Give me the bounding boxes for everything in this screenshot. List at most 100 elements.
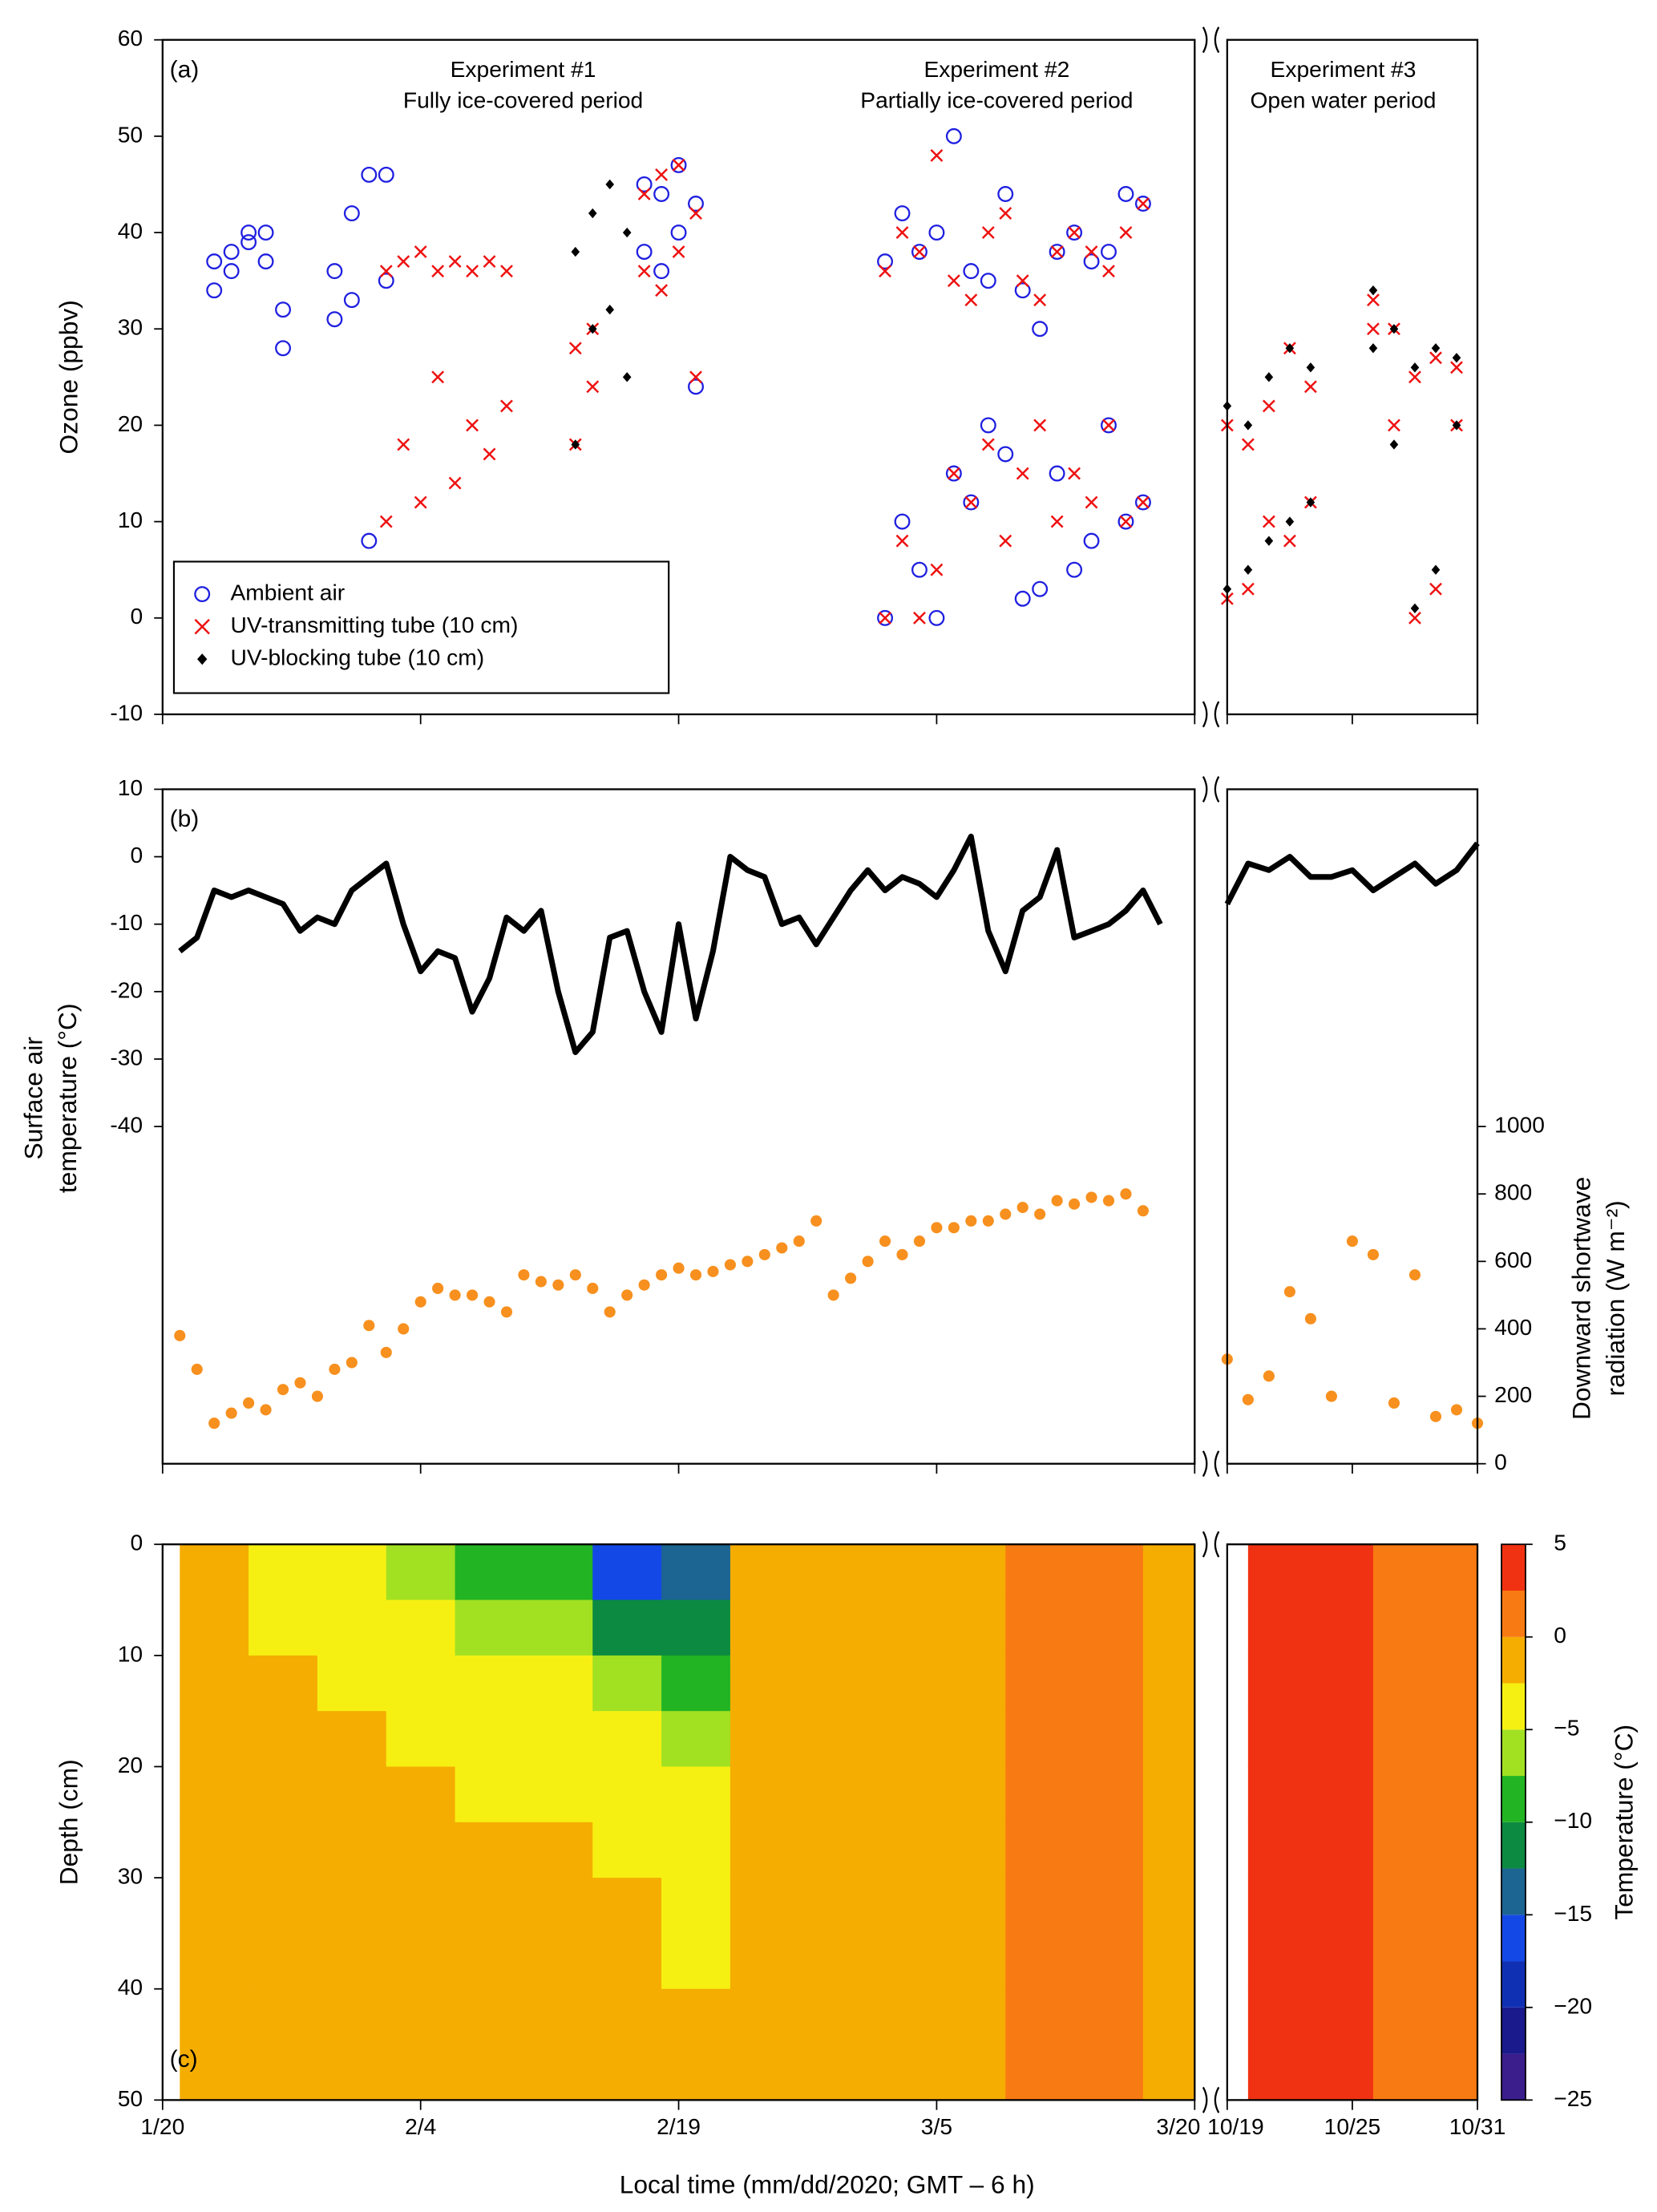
ozone-point [1066,561,1083,578]
heat-cell [1074,1544,1144,1601]
ozone-point [637,188,651,200]
heat-cell [1414,1878,1457,1990]
heat-cell [455,1766,525,1823]
radiation-point [776,1242,788,1254]
heat-cell [798,1711,869,1768]
heat-cell [1457,1988,1478,2101]
y-axis-label: Ozone (ppbv) [55,300,83,454]
heat-cell [523,1988,594,2101]
ozone-point [999,207,1012,220]
radiation-point [758,1248,770,1260]
ozone-point [879,265,891,278]
colorbar-tick-label: −5 [1554,1715,1579,1741]
ozone-point [1452,353,1461,363]
colorbar-bin [1501,1590,1526,1637]
ozone-point [326,263,343,280]
radiation-point [656,1269,668,1281]
experiment-label: Experiment #2 [923,56,1069,82]
heat-cell [1372,1711,1416,1768]
y-tick-label: -10 [110,699,143,725]
heat-cell [1457,1711,1478,1768]
heat-cell [317,1544,387,1601]
ozone-point [911,561,928,578]
heat-cell [592,1655,662,1713]
radiation-point [1242,1393,1254,1405]
x-axis-label: Local time (mm/dd/2020; GMT – 6 h) [620,2170,1035,2198]
ozone-point [997,446,1014,463]
colorbar-tick-label: −25 [1554,2085,1592,2111]
ozone-point [947,274,960,288]
heat-cell [1331,1766,1374,1823]
ozone-point [980,417,996,434]
heat-cell [523,1544,594,1601]
heat-cell [249,1878,318,1990]
heat-cell [1142,1599,1196,1656]
ozone-point [622,372,632,382]
ozone-point [571,246,580,257]
heat-cell [1372,1766,1416,1823]
ozone-point [1085,245,1098,259]
ozone-point [999,534,1012,548]
heat-cell [249,1988,318,2101]
radiation-point [414,1296,426,1308]
colorbar-bin [1501,1822,1526,1869]
heat-cell [1372,1544,1416,1601]
radiation-point [587,1282,599,1295]
heat-cell [1414,1766,1457,1823]
ozone-point [1283,534,1296,548]
ozone-point [361,532,378,549]
heat-cell [1372,1822,1416,1878]
ozone-point [1033,419,1047,432]
heat-cell [317,1878,387,1990]
heat-cell [1142,1988,1196,2101]
radiation-point [398,1323,410,1335]
ozone-point [1389,439,1399,450]
ozone-point [1408,370,1421,384]
heat-cell [729,1822,800,1878]
heat-cell [1247,1822,1291,1878]
ozone-point [1119,515,1133,528]
radiation-point [500,1306,513,1318]
ozone-point [911,244,928,261]
y-axis-label: Depth (cm) [55,1759,83,1885]
radiation-point [1450,1404,1463,1416]
ozone-point [963,263,980,280]
ozone-point [483,255,496,269]
heat-cell [455,1655,525,1713]
heat-cell [1331,1822,1374,1878]
ozone-point [1016,274,1029,288]
heat-cell [1457,1655,1478,1713]
radiation-point [913,1235,926,1248]
radiation-point [845,1272,857,1284]
radiation-point [982,1215,994,1227]
ozone-point [378,273,394,289]
heat-cell [661,1599,731,1656]
heat-cell [1247,1711,1291,1768]
ozone-point [1050,515,1064,528]
colorbar-bin [1501,1961,1526,2008]
y2-axis-label: radiation (W m⁻²) [1601,1200,1630,1396]
radiation-point [552,1279,564,1291]
x-tick-label: 3/20 [1156,2113,1200,2139]
ozone-point [1068,226,1081,239]
colorbar-bin [1501,1544,1526,1591]
y-axis-label: Surface air [18,1037,47,1160]
y2-tick-label: 600 [1494,1247,1532,1272]
radiation-point [673,1262,685,1274]
heat-cell [798,1988,869,2101]
heat-cell [729,1711,800,1768]
ozone-point [568,342,582,355]
ozone-point [397,438,410,451]
ozone-point [947,467,960,480]
ozone-point [1367,322,1380,336]
radiation-point [1367,1248,1380,1260]
heat-cell [1331,1988,1374,2101]
heat-cell [1289,1878,1332,1990]
ozone-point [913,611,926,625]
heat-cell [386,1655,456,1713]
ozone-point [1083,532,1100,549]
experiment-label: Experiment #3 [1271,56,1417,82]
radiation-point [329,1363,341,1375]
ozone-point [894,205,911,221]
ozone-point [431,370,445,384]
